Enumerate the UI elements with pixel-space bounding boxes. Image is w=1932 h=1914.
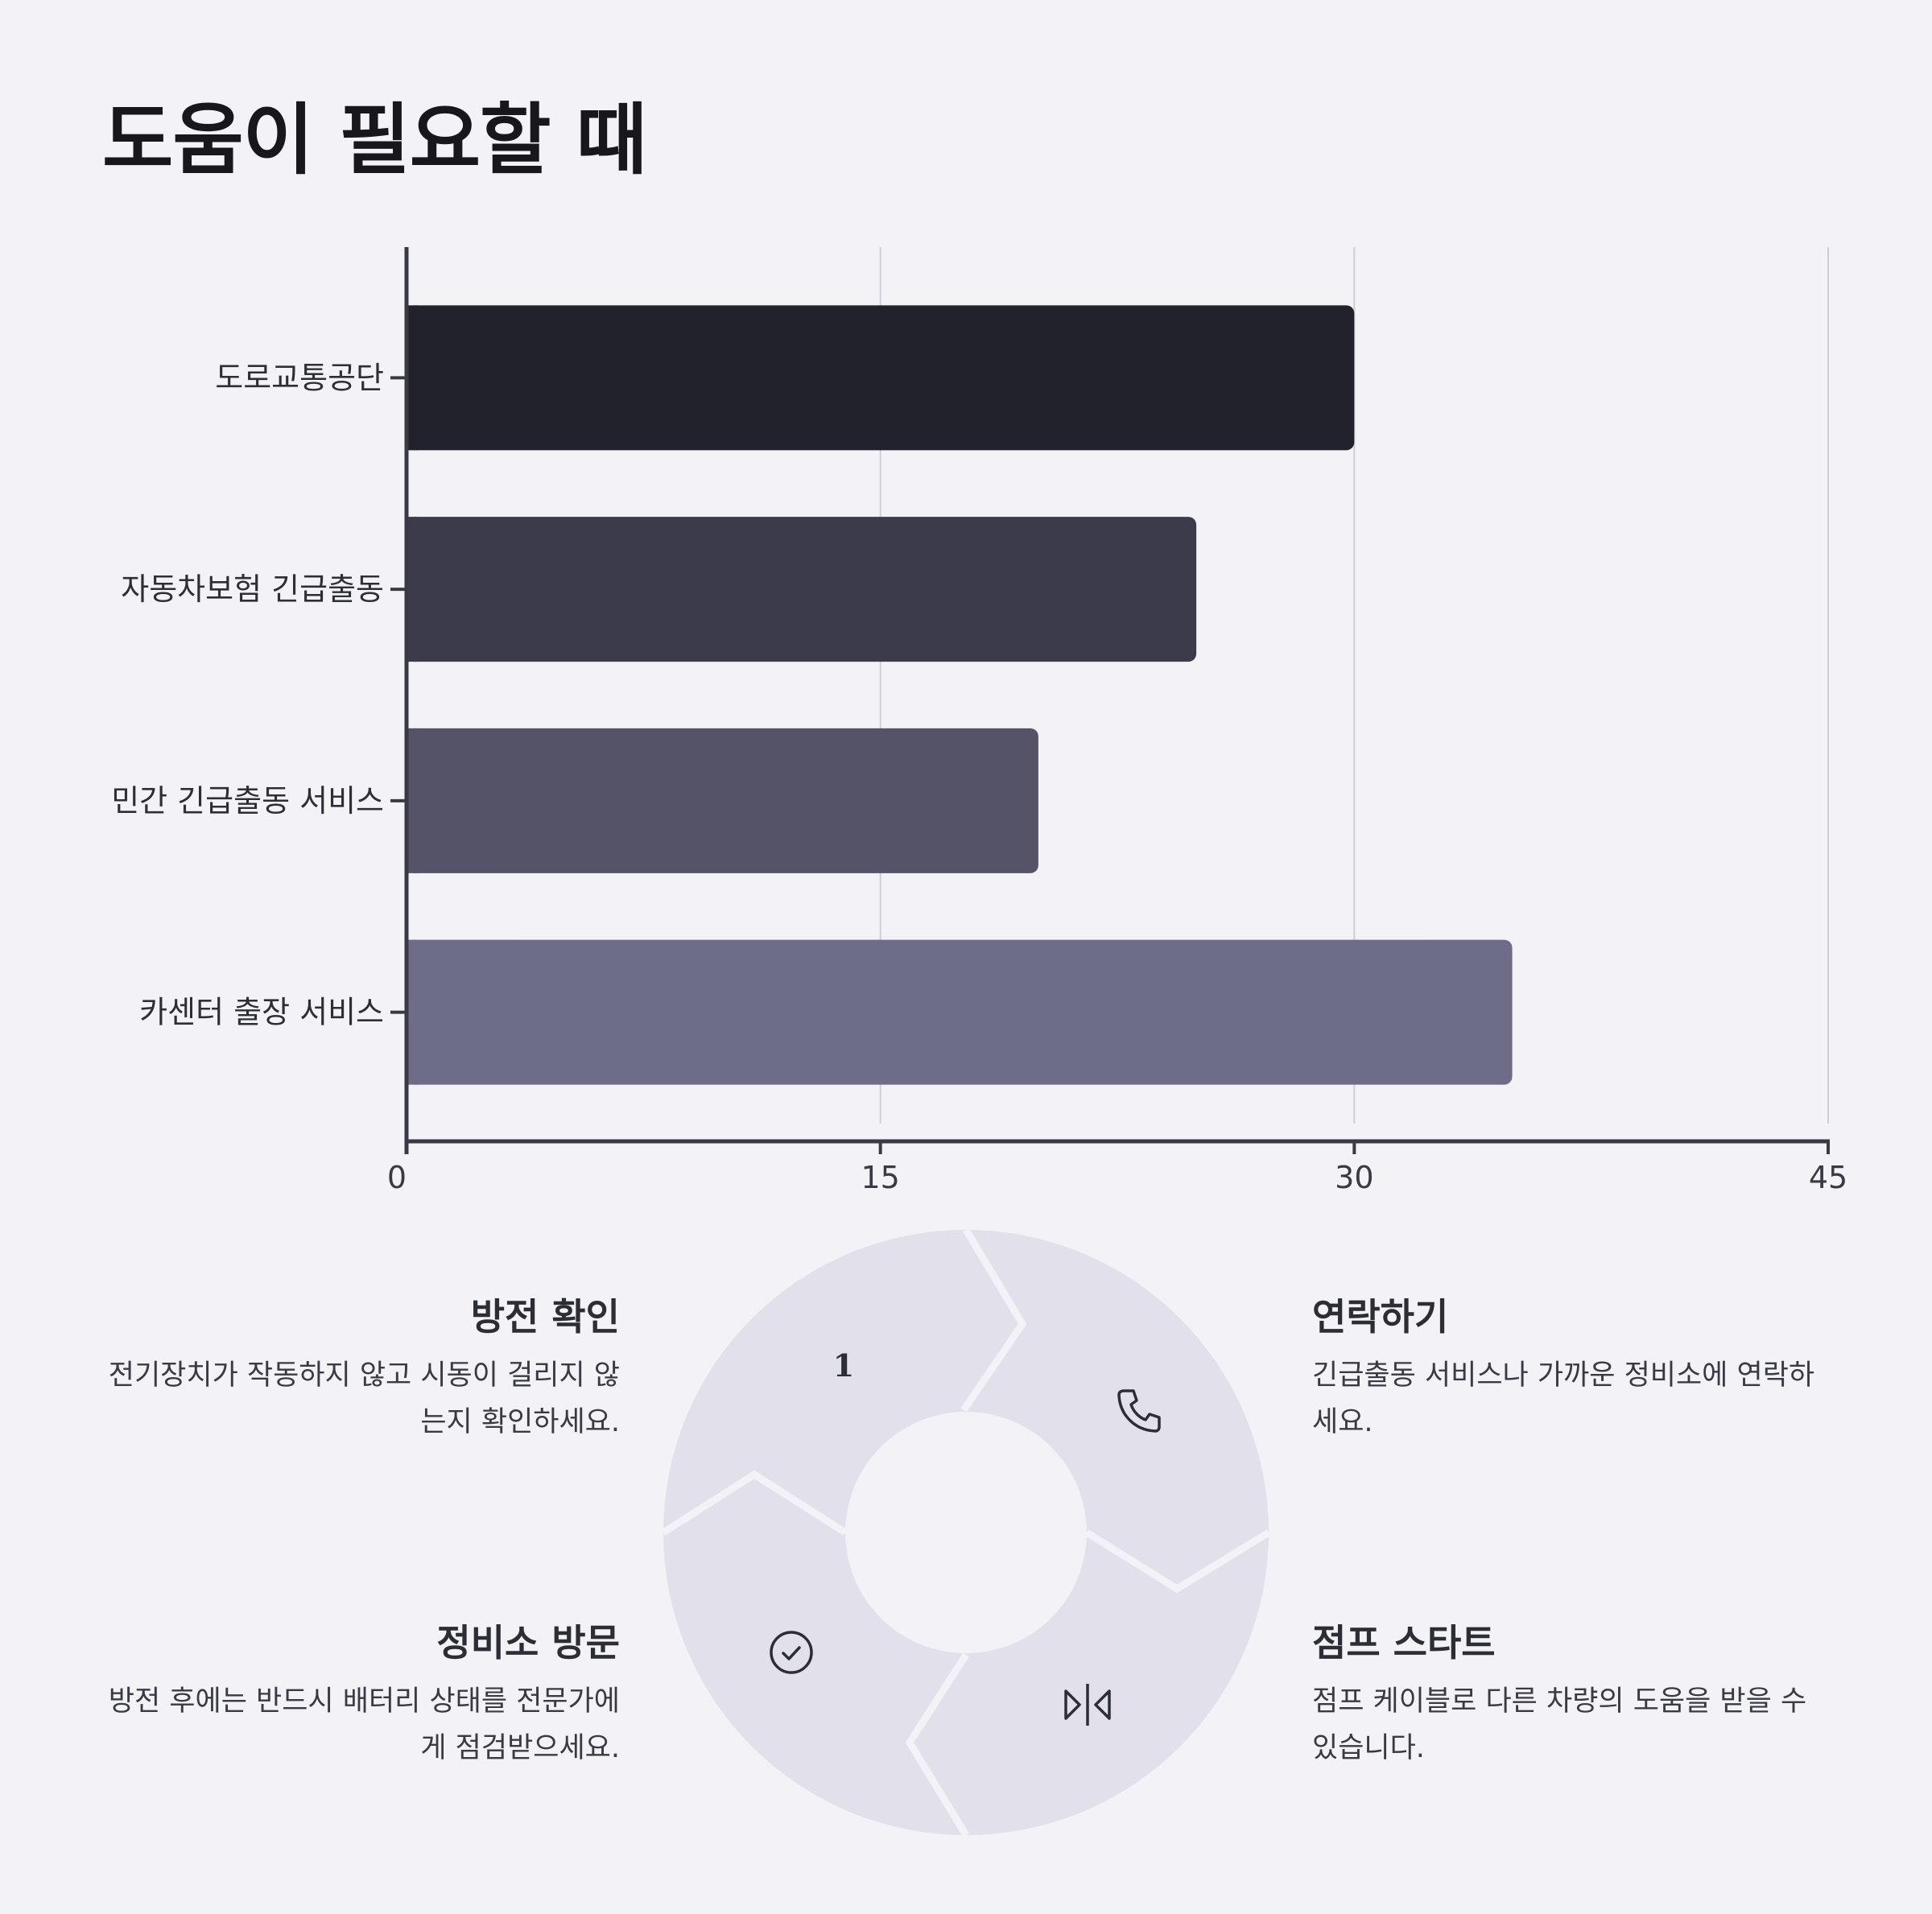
cycle-center-hole (845, 1412, 1087, 1653)
step-desc-line: 있습니다. (1312, 1732, 1425, 1764)
step-desc-discharge-check: 전기장치가 작동하지 않고 시동이 걸리지 않 는지 확인하세요. (80, 1352, 620, 1446)
step-desc-line: 게 점검받으세요. (420, 1732, 620, 1764)
bar (407, 305, 1355, 451)
step-title-contact: 연락하기 (1312, 1295, 1449, 1339)
step-desc-line: 긴급출동 서비스나 가까운 정비소에 연락하 (1312, 1359, 1815, 1392)
x-tick-label: 45 (1809, 1160, 1847, 1195)
x-tick-label: 0 (387, 1160, 407, 1195)
step-desc-line: 세요. (1312, 1406, 1373, 1438)
page-title: 도움이 필요할 때 (102, 95, 647, 185)
step-desc-line: 방전 후에는 반드시 배터리 상태를 전문가에 (108, 1685, 620, 1718)
bar-edge (407, 517, 418, 662)
category-label: 자동차보험 긴급출동 (121, 571, 384, 607)
bar-edge (407, 305, 418, 451)
x-tick-label: 15 (861, 1160, 899, 1195)
bar (407, 728, 1038, 873)
step-title-jump-start: 점프 스타트 (1312, 1621, 1496, 1664)
cycle-divider (1084, 1529, 1271, 1594)
flip-horizontal-icon (1064, 1684, 1111, 1726)
category-label: 카센터 출장 서비스 (139, 995, 384, 1030)
bar (407, 517, 1197, 662)
phone-icon (1117, 1389, 1161, 1433)
category-label: 민간 긴급출동 서비스 (111, 783, 384, 819)
step-desc-line: 전기장치가 작동하지 않고 시동이 걸리지 않 (108, 1359, 620, 1392)
x-tick-label: 30 (1335, 1160, 1373, 1195)
cycle-divider (661, 1470, 848, 1536)
cycle-divider (960, 1227, 1027, 1413)
category-label: 도로교통공단 (215, 360, 384, 395)
step-title-discharge-check: 방전 확인 (470, 1295, 620, 1339)
step-desc-contact: 긴급출동 서비스나 가까운 정비소에 연락하 세요. (1312, 1352, 1876, 1446)
bar-edge (407, 939, 418, 1085)
step-desc-shop-visit: 방전 후에는 반드시 배터리 상태를 전문가에 게 점검받으세요. (80, 1678, 620, 1772)
cycle-divider (905, 1652, 969, 1838)
bar (407, 939, 1513, 1085)
check-circle-icon (770, 1631, 813, 1674)
step-desc-jump-start: 점프 케이블로 다른 차량의 도움을 받을 수 있습니다. (1312, 1678, 1876, 1772)
step-desc-line: 점프 케이블로 다른 차량의 도움을 받을 수 (1312, 1685, 1807, 1718)
bar-edge (407, 728, 418, 873)
cycle-step-number: 1 (833, 1347, 854, 1384)
step-title-shop-visit: 정비소 방문 (436, 1621, 620, 1664)
step-desc-line: 는지 확인하세요. (420, 1406, 620, 1438)
